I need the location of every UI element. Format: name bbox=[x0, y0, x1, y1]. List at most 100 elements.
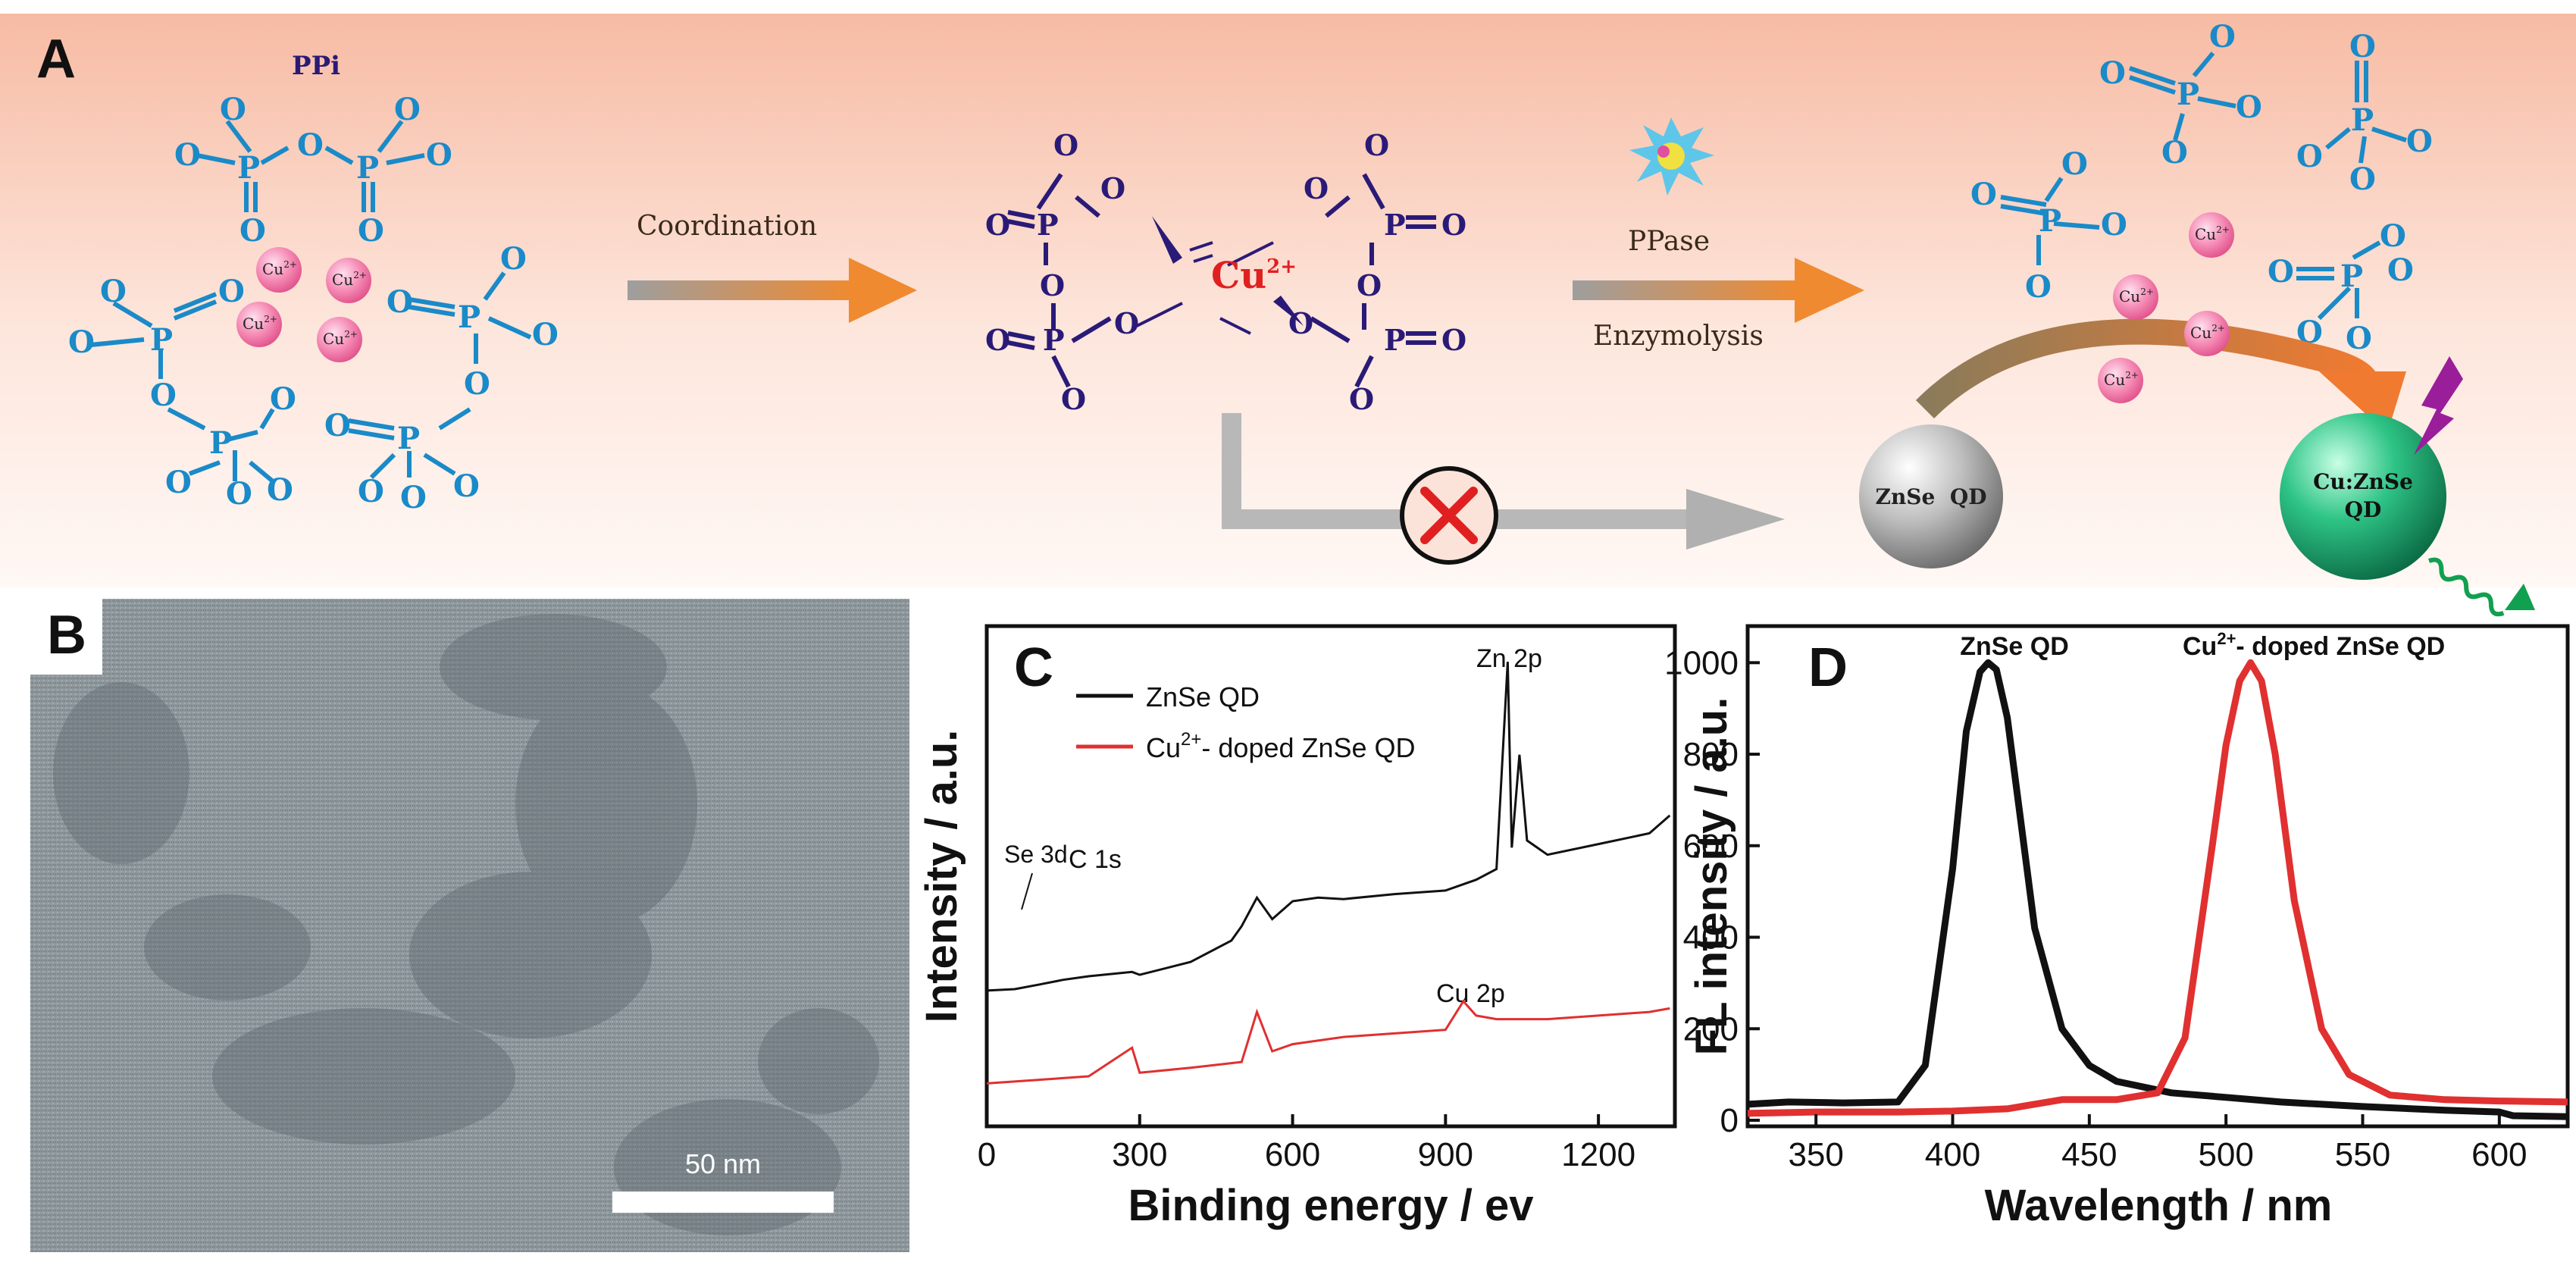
y-tick-label: 800 bbox=[1683, 736, 1739, 773]
panel-c-label: C bbox=[1014, 637, 1053, 698]
annotation-c1s: C 1s bbox=[1069, 845, 1122, 874]
ppi-atom: O bbox=[267, 472, 293, 508]
ppi-atom: O bbox=[165, 465, 192, 500]
wedge-bond bbox=[1273, 296, 1304, 326]
x-tick-label: 0 bbox=[978, 1136, 996, 1173]
y-axis-label: Intensity / a.u. bbox=[917, 730, 966, 1023]
complex-atom: O bbox=[1441, 323, 1466, 357]
wedge-bond bbox=[1152, 216, 1182, 264]
phosphate-atom: O bbox=[2025, 269, 2052, 305]
x-axis-label: Wavelength / nm bbox=[1985, 1181, 2333, 1230]
complex-atom: O bbox=[1040, 268, 1065, 302]
complex-atom: O bbox=[985, 323, 1010, 357]
ppi-atom: P bbox=[356, 150, 379, 186]
scale-bar-label: 50 nm bbox=[685, 1148, 761, 1179]
annotation-cu2p: Cu 2p bbox=[1436, 979, 1505, 1008]
cuznse-qd-sphere: Cu:ZnSe QD bbox=[2280, 356, 2535, 617]
y-tick-label: 400 bbox=[1683, 919, 1739, 957]
x-tick-label: 350 bbox=[1788, 1136, 1843, 1173]
cu-ion-ball bbox=[326, 258, 371, 303]
cu-ion-text: Cu2+ bbox=[2190, 323, 2225, 342]
x-tick-label: 550 bbox=[2335, 1136, 2390, 1173]
complex-atom: O bbox=[1304, 171, 1329, 205]
free-cu-ions: Cu2+ Cu2+ Cu2+ Cu2+ bbox=[2098, 212, 2234, 403]
phosphate-atom: P bbox=[2340, 258, 2363, 294]
ppase-label: PPase bbox=[1628, 226, 1710, 257]
cu-ion-ball bbox=[236, 302, 282, 347]
panel-c-chart: C ZnSe QD Cu2+- doped ZnSe QD Se 3d C 1s… bbox=[917, 624, 1677, 1230]
ppi-atom: O bbox=[297, 127, 324, 163]
ppi-atom: O bbox=[394, 92, 421, 127]
coordination-arrow: Coordination bbox=[628, 211, 917, 323]
ppi-atom: O bbox=[387, 284, 413, 320]
plot-frame bbox=[984, 624, 1677, 1129]
ppi-atom: O bbox=[358, 213, 384, 249]
cu-ion-text: Cu2+ bbox=[2195, 224, 2230, 243]
cu-ion-cluster: Cu2+ Cu2+ Cu2+ Cu2+ bbox=[236, 247, 371, 362]
tem-image bbox=[30, 599, 909, 1252]
annotation-pointer bbox=[1021, 872, 1033, 910]
scale-bar bbox=[612, 1192, 834, 1213]
znse-qd-label: ZnSe QD bbox=[1876, 484, 1987, 509]
phosphate-atom: O bbox=[2061, 146, 2088, 182]
series-line-znse-qd bbox=[986, 662, 1671, 992]
free-phosphates: O P O O O O P O O O O P O O O O P O O O … bbox=[1970, 19, 2433, 356]
complex-atom: O bbox=[1357, 268, 1382, 302]
phosphate-atom: O bbox=[2099, 55, 2126, 91]
ppi-atom: O bbox=[239, 213, 266, 249]
complex-atom: P bbox=[1384, 208, 1406, 242]
phosphate-atom: O bbox=[2349, 161, 2376, 197]
x-tick-label: 1200 bbox=[1561, 1136, 1635, 1173]
cu-ion-text: Cu2+ bbox=[262, 259, 297, 278]
ppi-atom: O bbox=[150, 377, 177, 413]
ppi-atom: O bbox=[324, 408, 351, 443]
ppi-atom: O bbox=[464, 366, 490, 402]
complex-cu-ion: Cu2+ bbox=[1211, 255, 1297, 297]
series-line-cu-doped-znse-qd bbox=[986, 999, 1670, 1085]
ppi-atom: O bbox=[174, 137, 201, 173]
cu-ion-ball bbox=[2184, 311, 2230, 356]
complex-atom: O bbox=[1061, 382, 1086, 416]
complex-atom: P bbox=[1043, 323, 1065, 357]
excitation-icon bbox=[2414, 356, 2463, 455]
emission-wave-icon bbox=[2428, 557, 2505, 617]
complex-atom: P bbox=[1037, 208, 1059, 242]
phosphate-atom: P bbox=[2351, 102, 2374, 138]
phosphate-atom: O bbox=[2346, 321, 2372, 356]
enzymolysis-label: Enzymolysis bbox=[1593, 321, 1764, 352]
phosphate-atom: O bbox=[2161, 135, 2188, 171]
panel-a: A PPi bbox=[0, 14, 2576, 617]
complex-atom: O bbox=[1288, 306, 1313, 340]
x-tick-label: 400 bbox=[1925, 1136, 1980, 1173]
phosphate-atom: O bbox=[2296, 139, 2323, 174]
ppi-label: PPi bbox=[292, 51, 340, 81]
cu-ion-text: Cu2+ bbox=[332, 270, 367, 289]
ppi-atom: O bbox=[500, 241, 527, 277]
phosphate-atom: O bbox=[2236, 89, 2262, 125]
complex-atom: O bbox=[985, 208, 1010, 242]
ppi-atom: P bbox=[237, 150, 260, 186]
complex-atom: O bbox=[1349, 382, 1374, 416]
peak-label-znse: ZnSe QD bbox=[1960, 632, 2069, 661]
legend-label: ZnSe QD bbox=[1146, 681, 1260, 712]
cu-ion-ball bbox=[2098, 358, 2143, 403]
ppi-atom: O bbox=[220, 92, 246, 127]
peak-label-cu-doped: Cu2+- doped ZnSe QD bbox=[2183, 629, 2445, 661]
panel-b: B 50 nm bbox=[30, 599, 909, 1252]
phosphate-atom: O bbox=[2406, 124, 2433, 159]
ppi-atom: P bbox=[150, 322, 173, 358]
legend-label: Cu2+- doped ZnSe QD bbox=[1146, 729, 1416, 763]
cuznse-qd-label: QD bbox=[2345, 497, 2382, 522]
ppi-atom: O bbox=[100, 274, 127, 309]
panel-a-label: A bbox=[36, 29, 76, 89]
y-tick-label: 1000 bbox=[1664, 644, 1739, 681]
phosphate-atom: O bbox=[1970, 177, 1997, 212]
x-tick-label: 600 bbox=[1265, 1136, 1320, 1173]
x-axis-label: Binding energy / ev bbox=[1128, 1181, 1534, 1230]
phosphate-atom: O bbox=[2349, 29, 2376, 64]
y-tick-label: 200 bbox=[1683, 1010, 1739, 1047]
coordination-label: Coordination bbox=[637, 211, 817, 242]
annotation-se3d: Se 3d bbox=[1004, 841, 1068, 868]
cu-ion-text: Cu2+ bbox=[2104, 370, 2139, 389]
